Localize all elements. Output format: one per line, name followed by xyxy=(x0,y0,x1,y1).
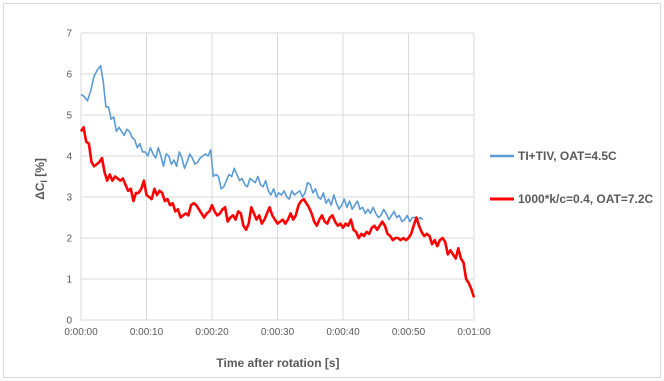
tick-layer: 0 1 2 3 4 5 6 7 0:00:00 0:00:10 0:00:20 0:00:30 0:00… xyxy=(64,29,491,339)
y-tick-label-6: 6 xyxy=(66,70,72,81)
x-tick-label-0: 0:00:00 xyxy=(64,327,98,338)
legend-item-1: 1000*k/c=0.4, OAT=7.2C xyxy=(490,192,654,206)
legend-label-1: 1000*k/c=0.4, OAT=7.2C xyxy=(518,192,654,206)
y-axis-title-suffix: [%] xyxy=(33,158,47,180)
y-tick-label-0: 0 xyxy=(66,316,72,327)
legend: TI+TIV, OAT=4.5C 1000*k/c=0.4, OAT=7.2C xyxy=(490,149,654,206)
y-axis-title-main: ΔC xyxy=(33,182,47,200)
grid-layer xyxy=(80,32,475,321)
series-layer xyxy=(79,65,476,298)
legend-label-0: TI+TIV, OAT=4.5C xyxy=(518,149,617,163)
y-axis-title-sub: l xyxy=(39,180,49,183)
y-tick-label-1: 1 xyxy=(66,275,72,286)
series-line-0 xyxy=(80,65,424,223)
x-tick-label-4: 0:00:40 xyxy=(326,327,360,338)
x-tick-label-5: 0:00:50 xyxy=(392,327,426,338)
series-line-1 xyxy=(79,126,476,298)
y-axis-title: ΔCl [%] xyxy=(33,158,49,200)
x-tick-label-6: 0:01:00 xyxy=(457,327,491,338)
x-tick-label-3: 0:00:30 xyxy=(261,327,295,338)
y-tick-label-3: 3 xyxy=(66,193,72,204)
x-axis-title: Time after rotation [s] xyxy=(216,356,339,370)
y-tick-label-2: 2 xyxy=(66,234,72,245)
x-tick-label-2: 0:00:20 xyxy=(195,327,229,338)
x-tick-label-1: 0:00:10 xyxy=(130,327,164,338)
y-tick-label-5: 5 xyxy=(66,111,72,122)
legend-item-0: TI+TIV, OAT=4.5C xyxy=(490,149,617,163)
chart-frame xyxy=(3,3,661,378)
y-tick-label-4: 4 xyxy=(66,152,72,163)
y-tick-label-7: 7 xyxy=(66,29,72,40)
